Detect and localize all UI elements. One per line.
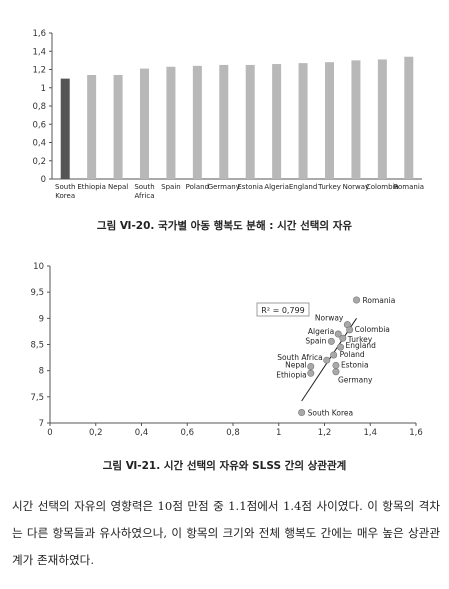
- y-tick-label: 1: [41, 84, 46, 94]
- x-tick-label: 1,2: [318, 428, 332, 438]
- point-label-romania: Romania: [363, 296, 396, 305]
- y-tick-label: 7: [39, 419, 44, 429]
- point-label-estonia: Estonia: [341, 360, 369, 369]
- y-tick-label: 1,4: [32, 47, 46, 57]
- point-label-poland: Poland: [340, 350, 365, 359]
- x-tick-label: Ethiopia: [77, 183, 106, 191]
- bar-romania: [404, 56, 414, 179]
- point-turkey: [339, 334, 347, 342]
- bar-spain: [166, 66, 176, 179]
- y-tick-label: 1,6: [32, 29, 46, 39]
- x-tick-label: 0,4: [135, 428, 149, 438]
- y-tick-label: 0,2: [32, 157, 46, 167]
- y-tick-label: 1,2: [32, 66, 46, 76]
- x-tick-label: Algeria: [264, 183, 289, 191]
- point-label-germany: Germany: [338, 376, 373, 385]
- x-tick-label: Norway: [343, 183, 370, 191]
- point-label-spain: Spain: [305, 336, 326, 345]
- point-poland: [330, 351, 338, 359]
- y-tick-label: 9: [39, 314, 44, 324]
- point-nepal: [307, 362, 315, 370]
- point-south-korea: [298, 409, 306, 417]
- bar-norway: [351, 60, 361, 179]
- bar-algeria: [272, 64, 282, 179]
- point-ethiopia: [307, 369, 315, 377]
- bar-colombia: [377, 59, 387, 179]
- point-colombia: [346, 326, 354, 334]
- x-tick-label: Estonia: [237, 183, 263, 191]
- y-tick-label: 0,8: [32, 102, 46, 112]
- bar-england: [298, 63, 308, 179]
- x-tick-label: Turkey: [317, 183, 341, 191]
- bar-estonia: [245, 64, 255, 179]
- bar-chart: 0 0,2 0,4 0,6 0,8 1 1,2 1,4 1,6 South KoreaEthiopi…: [32, 29, 424, 200]
- point-algeria: [334, 330, 342, 338]
- x-tick-label: South Korea: [55, 183, 75, 200]
- y-tick-label: 0,6: [32, 120, 46, 130]
- point-label-algeria: Algeria: [308, 327, 334, 336]
- point-estonia: [332, 361, 340, 369]
- point-label-turkey: Turkey: [347, 335, 373, 344]
- point-south-africa: [323, 356, 331, 364]
- scatter-chart: 7 7,5 8 8,5 9 9,5 10 0 0,2 0,4 0,6 0,8 1 1,2 1,4 1,6 R² …: [30, 262, 423, 438]
- bar-nepal: [113, 74, 123, 179]
- figure-caption-2: 그림 Ⅵ-21. 시간 선택의 자유와 SLSS 간의 상관관계: [102, 460, 347, 472]
- point-label-ethiopia: Ethiopia: [276, 370, 307, 379]
- x-tick-label: 0,2: [89, 428, 103, 438]
- bar-poland: [192, 65, 202, 179]
- figure-caption-1: 그림 Ⅵ-20. 국가별 아동 행복도 분해 : 시간 선택의 자유: [96, 220, 353, 232]
- body-paragraph: 시간 선택의 자유의 영향력은 10점 만점 중 1.1점에서 1.4점 사이였…: [12, 499, 440, 567]
- x-tick-label: 0,6: [180, 428, 194, 438]
- point-label-colombia: Colombia: [355, 325, 390, 334]
- y-tick-label: 8,5: [30, 341, 44, 351]
- y-tick-label: 7,5: [30, 393, 44, 403]
- x-tick-label: 1,6: [409, 428, 423, 438]
- x-tick-label: 1,4: [363, 428, 377, 438]
- bar-south-korea: [60, 78, 70, 179]
- point-label-nepal: Nepal: [285, 360, 307, 369]
- point-spain: [327, 337, 335, 345]
- r2-box: [256, 302, 310, 317]
- x-tick-label: England: [289, 183, 317, 191]
- y-tick-label: 8: [39, 367, 44, 377]
- x-tick-label: Germany: [208, 183, 240, 191]
- point-germany: [332, 368, 340, 376]
- r2-label: R² = 0,799: [261, 306, 304, 315]
- point-label-south-korea: South Korea: [308, 409, 353, 418]
- x-tick-label: Nepal: [108, 183, 128, 191]
- y-tick-label: 0: [41, 175, 46, 185]
- y-tick-label: 9,5: [30, 288, 44, 298]
- point-romania: [353, 296, 361, 304]
- x-tick-label: Spain: [161, 183, 181, 191]
- bar-ethiopia: [87, 74, 97, 179]
- x-tick-label: Romania: [393, 183, 424, 191]
- y-tick-label: 0,4: [32, 139, 46, 149]
- x-tick-label: 0,8: [226, 428, 240, 438]
- x-tick-label: Poland: [186, 183, 209, 191]
- point-label-norway: Norway: [315, 314, 344, 323]
- point-label-england: England: [346, 341, 377, 350]
- x-tick-label: 1: [276, 428, 281, 438]
- x-tick-label: Colombia: [366, 183, 399, 191]
- x-tick-label: 0: [47, 428, 52, 438]
- bar-germany: [219, 64, 229, 179]
- x-tick-label: South Africa: [134, 183, 154, 200]
- bar-turkey: [325, 62, 334, 180]
- point-england: [337, 343, 345, 351]
- point-label-south-africa: South Africa: [277, 353, 323, 362]
- y-tick-label: 10: [33, 262, 44, 272]
- bar-south-africa: [140, 68, 149, 179]
